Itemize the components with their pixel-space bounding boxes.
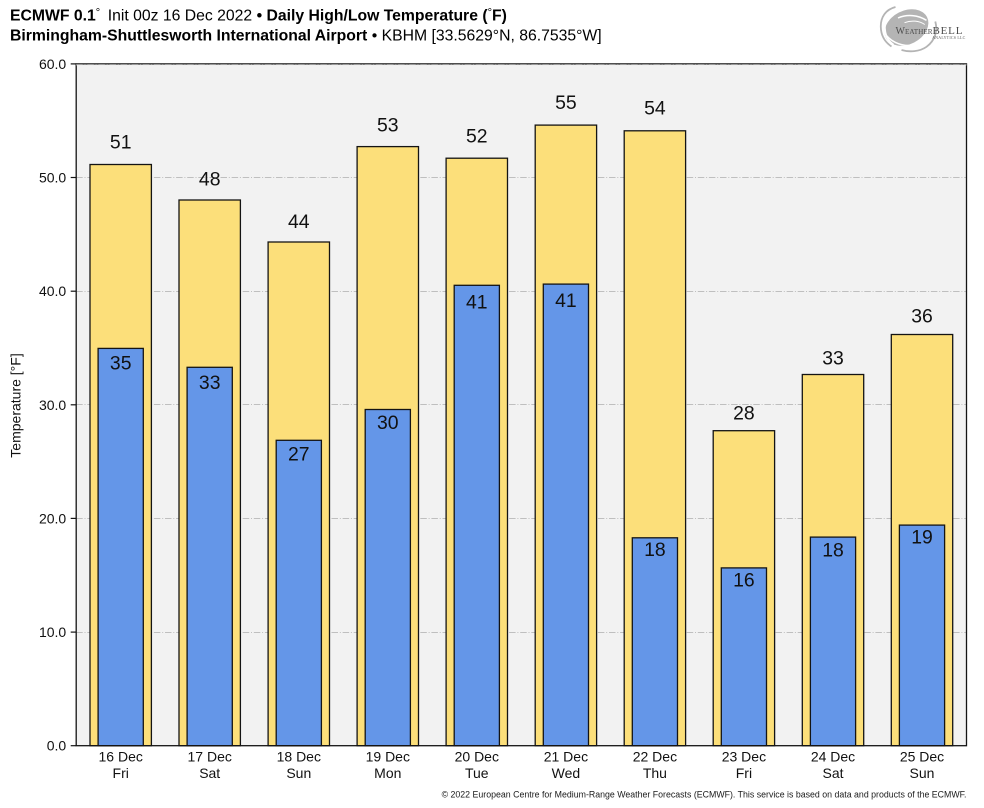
- svg-text:Fri: Fri: [113, 765, 129, 781]
- svg-text:41: 41: [555, 290, 577, 312]
- svg-text:22 Dec: 22 Dec: [633, 748, 677, 764]
- svg-text:52: 52: [466, 126, 488, 148]
- svg-text:50.0: 50.0: [39, 170, 66, 186]
- svg-text:24 Dec: 24 Dec: [811, 748, 855, 764]
- svg-text:Mon: Mon: [374, 765, 401, 781]
- svg-text:55: 55: [555, 92, 577, 114]
- svg-text:Sun: Sun: [286, 765, 311, 781]
- svg-text:18: 18: [822, 539, 844, 561]
- svg-text:51: 51: [110, 132, 132, 154]
- svg-text:41: 41: [466, 292, 488, 314]
- svg-text:54: 54: [644, 97, 666, 119]
- svg-text:17 Dec: 17 Dec: [188, 748, 232, 764]
- svg-text:16: 16: [733, 570, 755, 592]
- svg-text:19: 19: [911, 526, 933, 548]
- svg-text:0.0: 0.0: [47, 738, 67, 754]
- svg-text:40.0: 40.0: [39, 283, 66, 299]
- svg-text:ECMWF 0.1° Init 00z 16 Dec 20: ECMWF 0.1° Init 00z 16 Dec 2022 • Daily …: [10, 7, 507, 25]
- svg-text:Sat: Sat: [822, 765, 843, 781]
- svg-text:53: 53: [377, 114, 399, 136]
- svg-text:25 Dec: 25 Dec: [900, 748, 944, 764]
- svg-text:20.0: 20.0: [39, 510, 66, 526]
- svg-text:27: 27: [288, 444, 310, 466]
- svg-text:WEATHERBELL: WEATHERBELL: [896, 25, 964, 37]
- svg-text:28: 28: [733, 402, 755, 424]
- svg-text:Fri: Fri: [736, 765, 752, 781]
- svg-text:Wed: Wed: [552, 765, 581, 781]
- svg-text:33: 33: [822, 347, 844, 369]
- svg-text:Tue: Tue: [465, 765, 489, 781]
- svg-text:ANALYTICS LLC: ANALYTICS LLC: [932, 35, 966, 40]
- svg-text:16 Dec: 16 Dec: [99, 748, 143, 764]
- svg-text:18: 18: [644, 539, 666, 561]
- svg-text:Birmingham-Shuttlesworth Inter: Birmingham-Shuttlesworth International A…: [10, 28, 602, 45]
- svg-text:30: 30: [377, 412, 399, 434]
- svg-text:23 Dec: 23 Dec: [722, 748, 766, 764]
- svg-text:35: 35: [110, 353, 132, 375]
- svg-text:30.0: 30.0: [39, 397, 66, 413]
- svg-text:Thu: Thu: [643, 765, 667, 781]
- svg-text:21 Dec: 21 Dec: [544, 748, 588, 764]
- svg-text:60.0: 60.0: [39, 56, 66, 72]
- svg-text:19 Dec: 19 Dec: [366, 748, 410, 764]
- svg-text:Sat: Sat: [199, 765, 220, 781]
- svg-text:18 Dec: 18 Dec: [277, 748, 321, 764]
- svg-text:44: 44: [288, 211, 310, 233]
- svg-text:Sun: Sun: [910, 765, 935, 781]
- svg-text:© 2022 European Centre for Med: © 2022 European Centre for Medium-Range …: [442, 789, 967, 799]
- svg-text:33: 33: [199, 372, 221, 394]
- svg-text:48: 48: [199, 169, 221, 191]
- svg-text:20 Dec: 20 Dec: [455, 748, 499, 764]
- svg-text:36: 36: [911, 306, 933, 328]
- svg-text:Temperature [°F]: Temperature [°F]: [8, 353, 24, 457]
- svg-text:10.0: 10.0: [39, 624, 66, 640]
